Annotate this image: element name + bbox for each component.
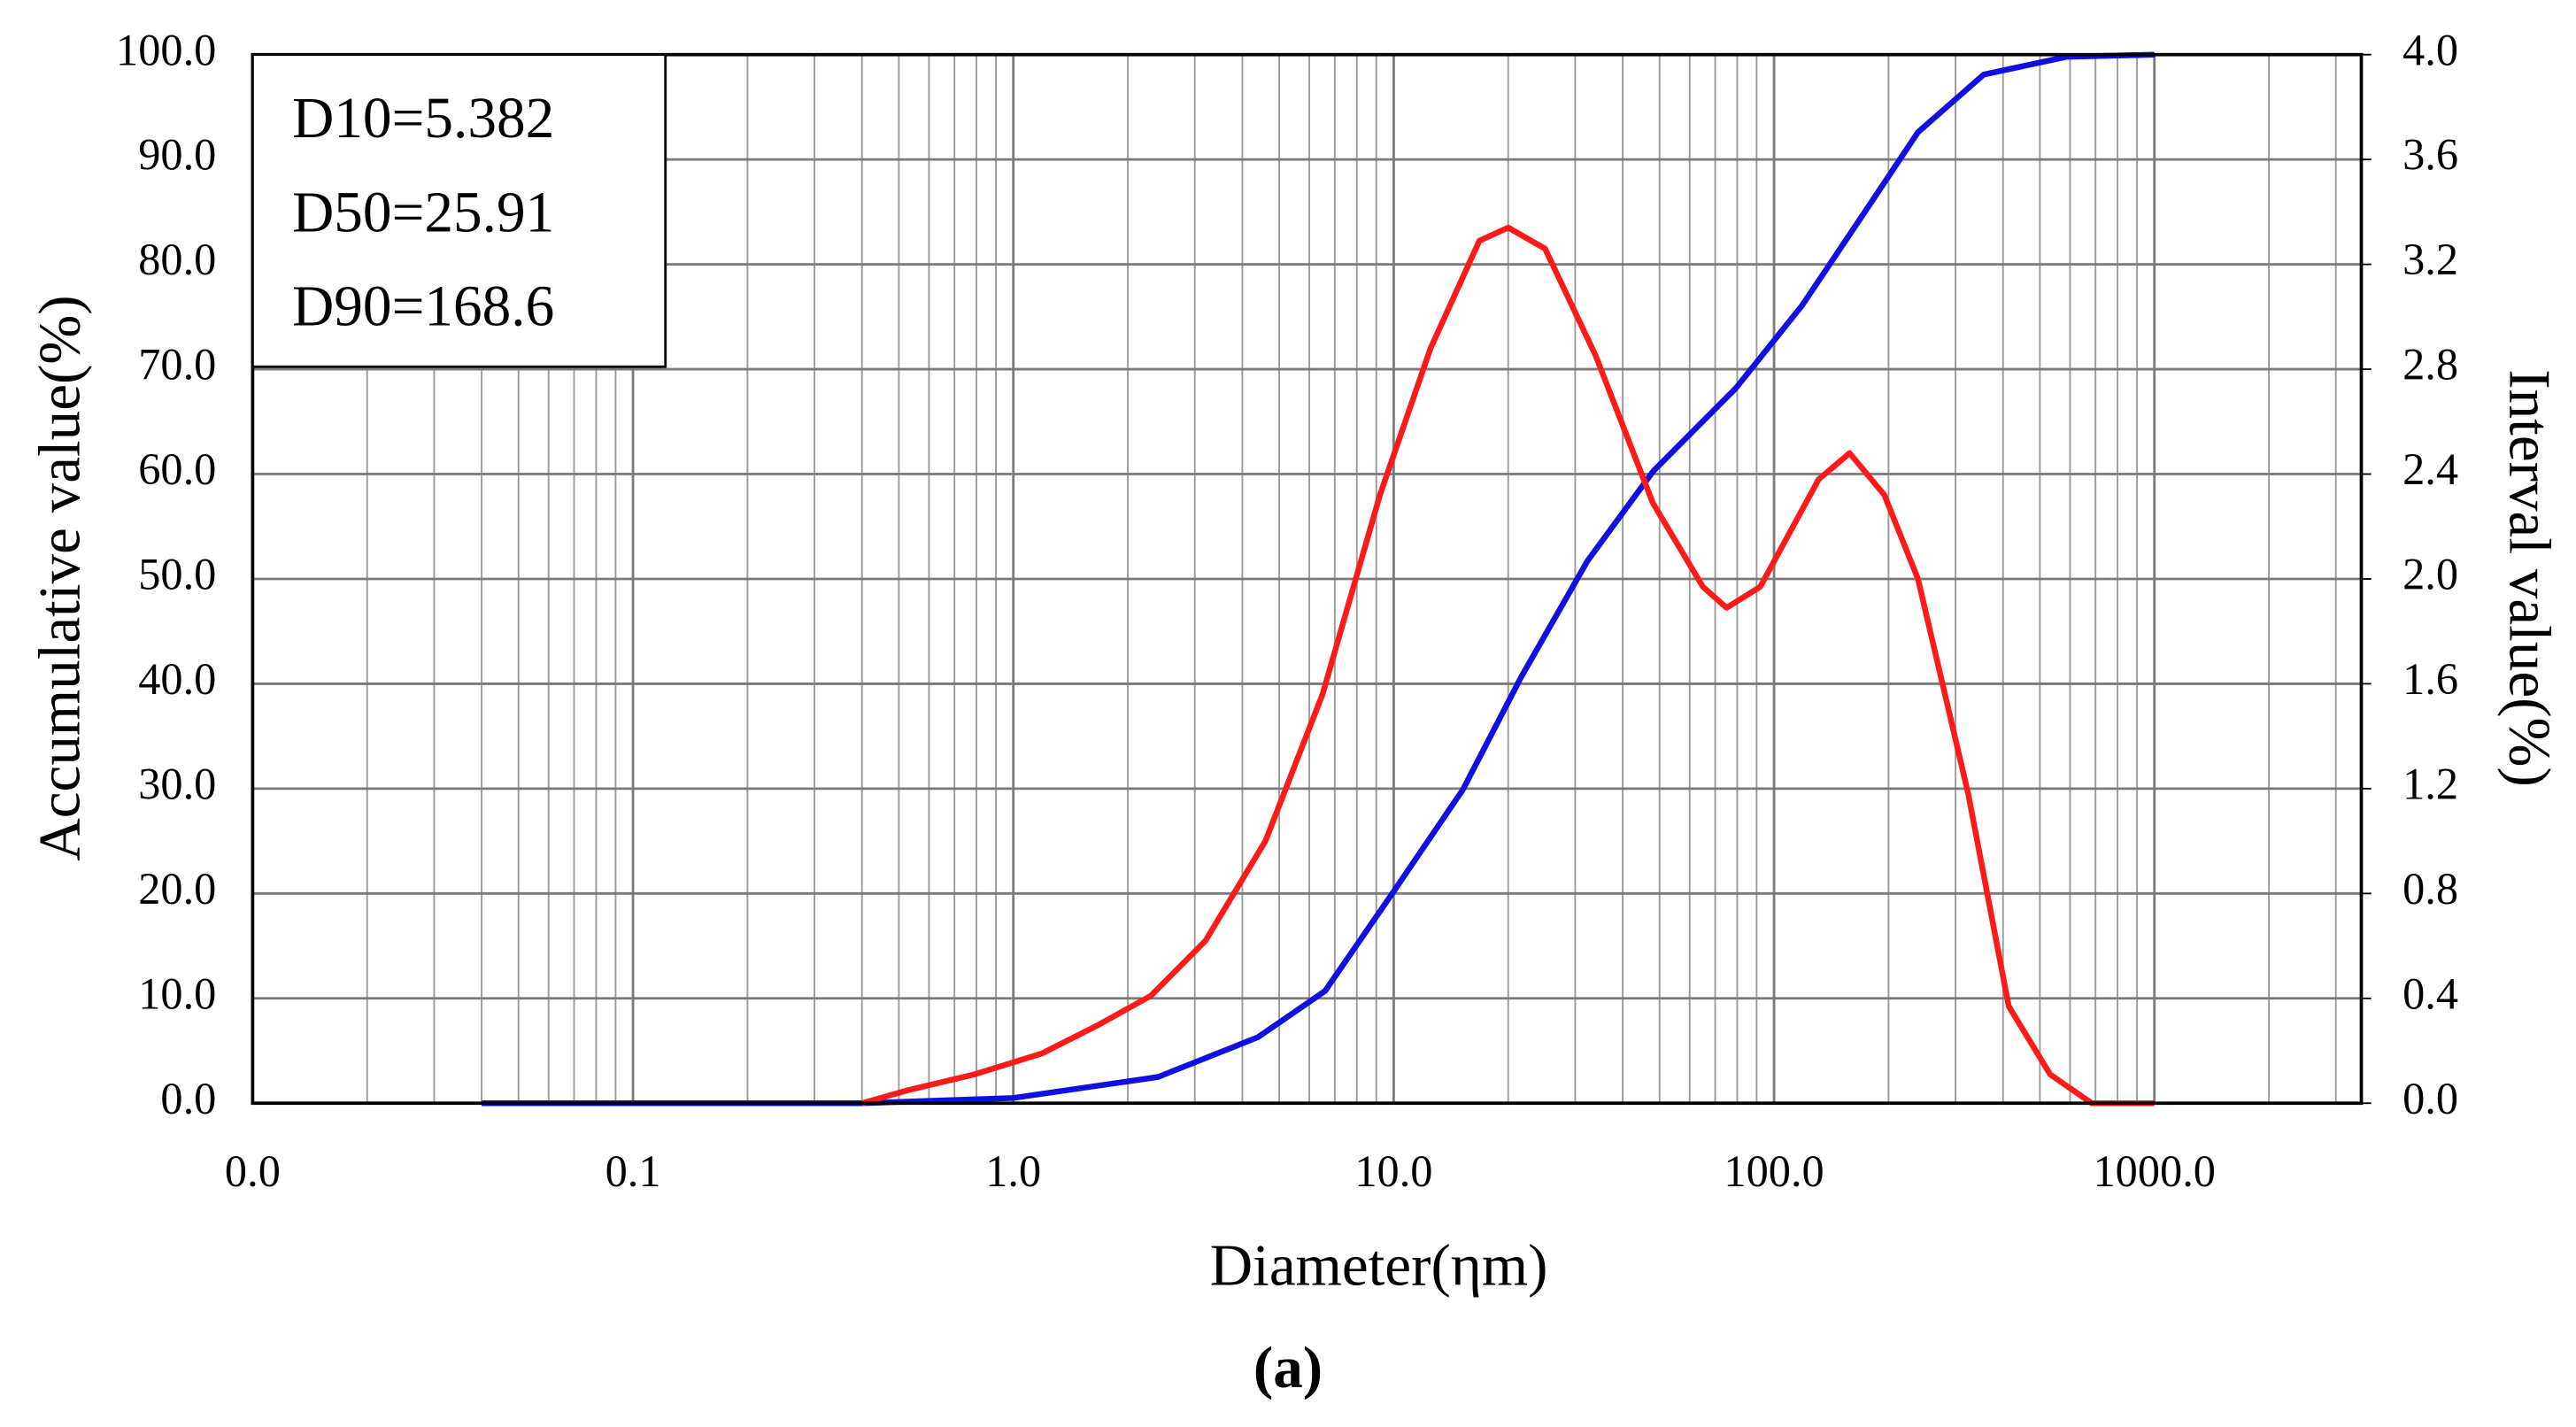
y-tick-label: 0.0 (160, 1074, 216, 1123)
y-tick-label: 20.0 (138, 864, 216, 914)
y2-tick-label: 2.8 (2402, 340, 2458, 390)
y-axis-title: Accumulative value(%) (27, 295, 93, 860)
x-tick-label: 1.0 (985, 1146, 1041, 1196)
series-line (860, 224, 2155, 1107)
y-tick-label: 50.0 (138, 550, 216, 599)
series-line (482, 51, 2155, 1107)
annotation: D90=168.6 (292, 275, 554, 339)
y-tick-label: 30.0 (138, 759, 216, 808)
x-tick-label: 100.0 (1724, 1146, 1824, 1196)
y2-tick-label: 3.6 (2402, 130, 2458, 180)
y2-tick-label: 0.0 (2402, 1074, 2458, 1123)
annotation: D50=25.91 (292, 181, 554, 244)
y-tick-label: 100.0 (116, 25, 216, 74)
y-tick-label: 10.0 (138, 968, 216, 1018)
y2-tick-label: 0.8 (2402, 864, 2458, 914)
y2-tick-label: 1.6 (2402, 654, 2458, 704)
caption: (a) (1253, 1334, 1323, 1400)
x-tick-label: 0.0 (225, 1146, 281, 1196)
x-tick-label: 10.0 (1354, 1146, 1432, 1196)
annotation-box (251, 53, 667, 368)
y-tick-label: 40.0 (138, 654, 216, 704)
y-tick-label: 60.0 (138, 444, 216, 494)
x-axis-title: Diameter(ηm) (1210, 1231, 1548, 1298)
x-tick-label: 0.1 (605, 1146, 661, 1196)
y-tick-label: 90.0 (138, 130, 216, 180)
y2-tick-label: 0.4 (2402, 968, 2458, 1018)
y2-axis-title: Interval value(%) (2496, 369, 2563, 787)
y2-tick-label: 1.2 (2402, 759, 2458, 808)
y2-tick-label: 2.4 (2402, 444, 2458, 494)
y2-tick-label: 4.0 (2402, 25, 2458, 74)
annotation: D10=5.382 (292, 87, 554, 150)
y2-tick-label: 2.0 (2402, 550, 2458, 599)
y2-tick-label: 3.2 (2402, 235, 2458, 284)
y-tick-label: 70.0 (138, 340, 216, 390)
y-tick-label: 80.0 (138, 235, 216, 284)
x-tick-label: 1000.0 (2093, 1146, 2216, 1196)
plot (482, 51, 2155, 1107)
